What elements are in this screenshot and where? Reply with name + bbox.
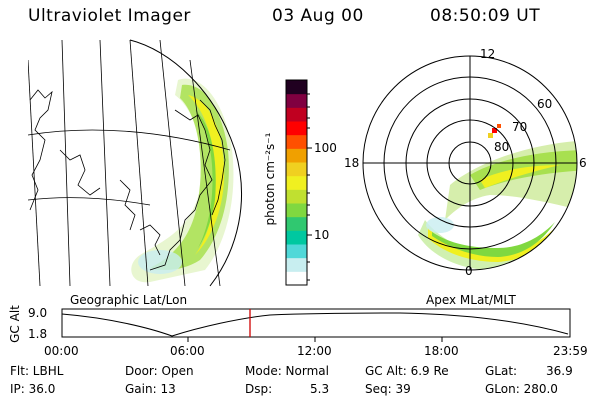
colorbar-band xyxy=(286,244,307,259)
status-dsp-value: 5.3 xyxy=(310,382,330,396)
polar-caption: Apex MLat/MLT xyxy=(426,293,516,307)
status-filter: Flt: LBHL xyxy=(10,364,64,378)
status-glat-label: GLat: xyxy=(485,364,518,378)
altitude-xtick-2359: 23:59 xyxy=(553,344,588,358)
altitude-x-ticks xyxy=(187,337,443,342)
instrument-title: Ultraviolet Imager xyxy=(28,6,191,26)
intensity-colorbar xyxy=(286,80,307,286)
polar-mlt-18: 18 xyxy=(344,156,360,170)
image-time: 08:50:09 UT xyxy=(430,6,541,26)
colorbar-band xyxy=(286,175,307,190)
polar-mlt-12: 12 xyxy=(480,47,496,61)
colorbar-band xyxy=(286,230,307,245)
altitude-ylabel: GC Alt xyxy=(8,305,22,343)
status-seq: Seq: 39 xyxy=(365,382,411,396)
colorbar-minor-ticks xyxy=(307,93,310,281)
status-ip: IP: 36.0 xyxy=(10,382,56,396)
altitude-curve xyxy=(61,312,569,337)
status-door: Door: Open xyxy=(125,364,194,378)
status-gc-alt: GC Alt: 6.9 Re xyxy=(365,364,449,378)
altitude-xtick-1200: 12:00 xyxy=(297,344,332,358)
altitude-xtick-1800: 18:00 xyxy=(424,344,459,358)
colorbar-frame xyxy=(285,79,308,286)
status-gain: Gain: 13 xyxy=(125,382,176,396)
polar-lat-70: 70 xyxy=(512,120,528,134)
altitude-xtick-0600: 06:00 xyxy=(170,344,205,358)
geo-grid xyxy=(28,40,231,286)
auroral-oval-geo xyxy=(131,78,234,283)
coastlines xyxy=(29,89,226,271)
colorbar-band xyxy=(286,271,307,286)
status-mode: Mode: Normal xyxy=(245,364,329,378)
altitude-plot-frame xyxy=(61,308,571,338)
polar-lat-60: 60 xyxy=(537,97,553,111)
altitude-ytick-max: 9.0 xyxy=(28,306,48,320)
status-dsp-label: Dsp: xyxy=(245,382,273,396)
colorbar-unit-label: photon cm⁻²s⁻¹ xyxy=(263,132,277,226)
colorbar-band xyxy=(286,93,307,108)
polar-mlat-mlt-plot xyxy=(362,55,578,271)
colorbar-band xyxy=(286,162,307,177)
polar-mlt-0: 0 xyxy=(465,264,473,278)
polar-lat-80: 80 xyxy=(494,140,510,154)
colorbar-band xyxy=(286,121,307,136)
geo-map-caption: Geographic Lat/Lon xyxy=(70,293,188,307)
altitude-ytick-min: 1.8 xyxy=(28,327,48,341)
colorbar-band xyxy=(286,189,307,204)
status-glon: GLon: 280.0 xyxy=(485,382,558,396)
status-glat-value: 36.9 xyxy=(546,364,573,378)
colorbar-band xyxy=(286,80,307,95)
colorbar-band xyxy=(286,257,307,272)
polar-mlt-6: 6 xyxy=(579,156,587,170)
earth-limb xyxy=(129,39,242,287)
colorbar-band xyxy=(286,148,307,163)
colorbar-tick-label-100: 100 xyxy=(314,141,337,155)
altitude-plot xyxy=(61,308,571,342)
colorbar-band xyxy=(286,203,307,218)
colorbar-band xyxy=(286,134,307,149)
colorbar-band xyxy=(286,216,307,231)
colorbar-tick-label-10: 10 xyxy=(314,228,330,242)
altitude-xtick-0000: 00:00 xyxy=(44,344,79,358)
geographic-map xyxy=(28,40,234,286)
image-date: 03 Aug 00 xyxy=(272,6,364,26)
colorbar-band xyxy=(286,107,307,122)
